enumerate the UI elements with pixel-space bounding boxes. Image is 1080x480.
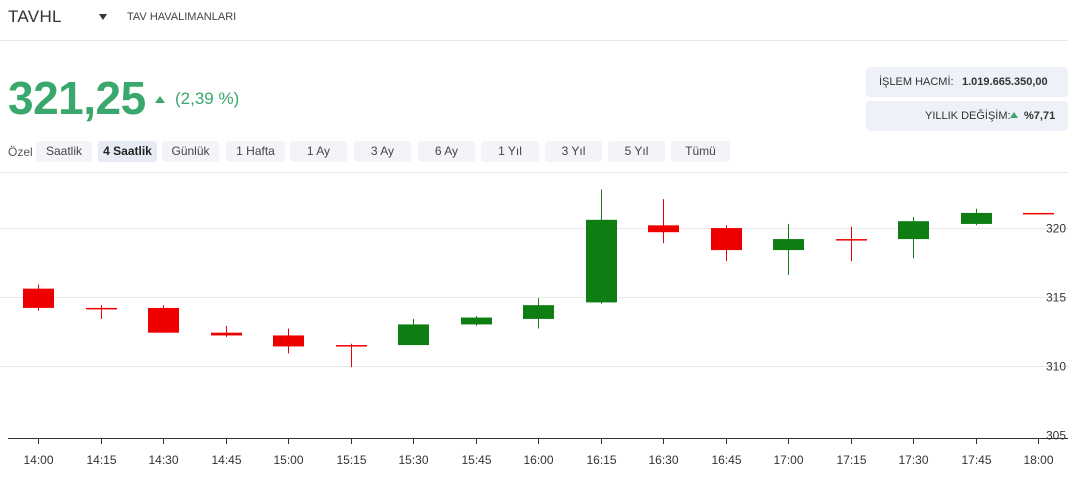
candle-body [898,221,929,240]
volume-value: 1.019.665.350,00 [962,76,1048,88]
volume-label: İŞLEM HACMİ: [879,76,954,88]
custom-period-label[interactable]: Özel [8,145,33,159]
candle-body [148,307,179,333]
x-tick-label: 15:15 [336,453,366,467]
candle-body [86,307,117,310]
x-tick-label: 17:45 [961,453,991,467]
period-button[interactable]: 1 Hafta [226,141,285,162]
candle-body [961,212,992,224]
candle-body [711,228,742,251]
candle-body [773,239,804,251]
dropdown-caret-icon[interactable] [99,14,107,20]
candle-body [1023,212,1054,215]
x-tick-label: 15:30 [398,453,428,467]
company-name: TAV HAVALIMANLARI [127,11,237,23]
x-tick-label: 17:15 [836,453,866,467]
yearly-change-box: YILLIK DEĞİŞİM: %7,71 [866,101,1068,131]
candle-body [336,345,367,347]
y-tick-label: 315 [1046,291,1066,305]
candle-body [586,219,617,303]
yearly-change-value: %7,71 [1024,110,1056,122]
x-tick-label: 16:00 [523,453,553,467]
price-up-icon [155,96,165,103]
y-tick-label: 305 [1046,429,1066,443]
x-tick-label: 17:00 [773,453,803,467]
period-button[interactable]: 1 Ay [290,141,347,162]
x-tick-label: 15:00 [273,453,303,467]
candle-body [648,225,679,233]
ticker-symbol: TAVHL [8,7,62,26]
candle-body [836,239,867,241]
period-button[interactable]: 5 Yıl [608,141,665,162]
y-tick-label: 310 [1046,360,1066,374]
price-change-percent: (2,39 %) [175,89,240,108]
x-tick-label: 14:15 [86,453,116,467]
period-button[interactable]: 3 Ay [354,141,411,162]
x-tick-label: 14:00 [23,453,53,467]
period-button[interactable]: Günlük [162,141,219,162]
period-button[interactable]: 1 Yıl [481,141,539,162]
candle-body [23,288,54,308]
header: TAVHL TAV HAVALIMANLARI [0,0,1068,41]
candle-body [211,332,242,336]
period-button[interactable]: Saatlik [36,141,92,162]
y-tick-label: 320 [1046,222,1066,236]
candle-body [523,305,554,319]
x-tick-label: 17:30 [898,453,928,467]
volume-box: İŞLEM HACMİ: 1.019.665.350,00 [866,67,1068,97]
period-button[interactable]: Tümü [671,141,730,162]
x-tick-label: 16:45 [711,453,741,467]
x-tick-label: 16:15 [586,453,616,467]
candle-body [398,324,429,346]
period-button[interactable]: 6 Ay [418,141,475,162]
x-tick-label: 15:45 [461,453,491,467]
x-tick-label: 14:45 [211,453,241,467]
yearly-change-label: YILLIK DEĞİŞİM: [925,110,1011,122]
candlestick-chart: 305 310 315 320 14:00 14:15 14:30 14:45 15:00 15:… [0,189,1068,467]
x-tick-label: 14:30 [148,453,178,467]
candle-body [461,317,492,325]
yearly-up-icon [1010,112,1018,118]
current-price: 321,25 [8,72,146,124]
candle-body [273,335,304,347]
x-tick-label: 16:30 [648,453,678,467]
x-tick-label: 18:00 [1023,453,1053,467]
period-button[interactable]: 3 Yıl [545,141,602,162]
divider [0,172,1068,173]
period-button[interactable]: 4 Saatlik [98,141,157,162]
